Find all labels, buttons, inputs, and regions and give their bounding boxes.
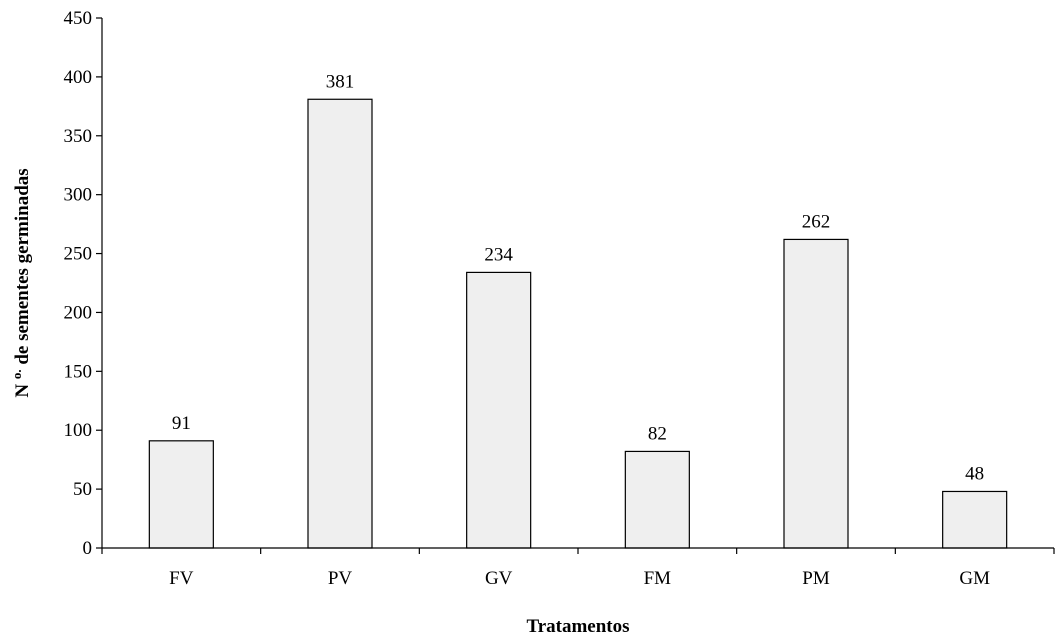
data-label-gv: 234 (484, 244, 513, 265)
x-axis-title: Tratamentos (526, 616, 629, 637)
data-label-fv: 91 (172, 413, 191, 434)
y-tick-label: 350 (64, 126, 93, 147)
bar-fv (148, 440, 214, 549)
bar-pv (307, 98, 373, 549)
x-tick-label-gm: GM (959, 568, 990, 589)
y-tick-label: 200 (64, 302, 93, 323)
x-tick-label-fm: FM (644, 568, 672, 589)
y-tick-label: 50 (73, 479, 92, 500)
y-tick-label: 400 (64, 67, 93, 88)
data-label-pv: 381 (326, 71, 355, 92)
bar-gm (942, 490, 1008, 549)
data-labels-layer: 91 381 234 82 262 48 (172, 71, 984, 484)
data-label-gm: 48 (965, 463, 984, 484)
y-tick-label: 300 (64, 185, 93, 206)
y-tick-label: 100 (64, 420, 93, 441)
bar-gv (466, 271, 532, 549)
bars-layer (148, 98, 1008, 549)
x-ticks-layer: FV PV GV FM PM GM (101, 548, 1055, 589)
x-tick-label-pv: PV (328, 568, 353, 589)
y-tick-label: 0 (83, 538, 93, 559)
data-label-pm: 262 (802, 211, 831, 232)
y-axis-title-rest: de sementes germinadas (12, 168, 33, 364)
y-axis-title-superscript: o. (9, 369, 24, 379)
y-ticks-layer: 0 50 100 150 200 250 300 350 400 450 (64, 8, 102, 559)
data-label-fm: 82 (648, 423, 667, 444)
x-tick-label-gv: GV (485, 568, 513, 589)
y-tick-label: 150 (64, 361, 93, 382)
y-tick-label: 250 (64, 244, 93, 265)
bar-pm (783, 238, 849, 549)
y-axis-title-main: N (12, 384, 33, 398)
y-tick-label: 450 (64, 8, 93, 29)
bar-fm (624, 450, 690, 549)
x-tick-label-fv: FV (169, 568, 194, 589)
y-axis-title: N o. de sementes germinadas (9, 168, 34, 397)
x-tick-label-pm: PM (802, 568, 830, 589)
